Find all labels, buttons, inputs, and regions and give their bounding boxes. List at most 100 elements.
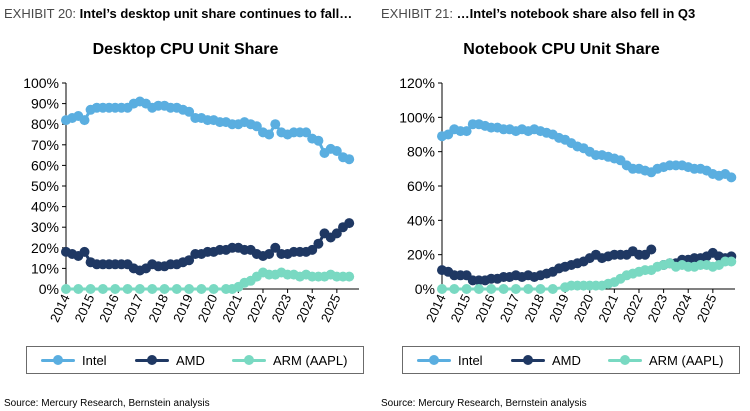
arm-aapl-data-point <box>97 284 108 294</box>
y-tick-label: 60% <box>31 157 59 173</box>
x-tick-label: 2015 <box>72 292 98 325</box>
arm-aapl-data-point <box>473 284 484 294</box>
x-tick-label: 2018 <box>521 292 547 325</box>
intel-data-point <box>270 119 281 130</box>
arm-aapl-data-point <box>61 284 71 294</box>
intel-data-point <box>331 146 342 156</box>
exhibit-number: EXHIBIT 21: <box>381 6 454 21</box>
arm-aapl-data-point <box>510 284 521 294</box>
source-note: Source: Mercury Research, Bernstein anal… <box>381 398 587 409</box>
y-tick-label: 40% <box>31 199 59 215</box>
arm-aapl-data-point <box>110 284 121 294</box>
y-tick-label: 90% <box>31 96 59 112</box>
arm-aapl-data-point <box>523 284 534 294</box>
amd-series-swatch <box>135 353 169 367</box>
legend-label: ARM (AAPL) <box>649 352 724 368</box>
intel-data-point <box>344 154 355 165</box>
y-tick-label: 70% <box>31 137 59 153</box>
legend-item-arm: ARM (AAPL) <box>232 347 347 373</box>
intel-data-point <box>79 115 90 126</box>
y-tick-label: 40% <box>407 212 435 228</box>
arm-aapl-data-point <box>85 284 96 294</box>
legend-item-amd: AMD <box>135 347 205 373</box>
legend-item-amd: AMD <box>511 347 581 373</box>
legend-label: ARM (AAPL) <box>273 352 348 368</box>
arm-aapl-data-point <box>184 284 195 294</box>
exhibit-20-heading: EXHIBIT 20: Intel’s desktop unit share c… <box>4 6 352 21</box>
intel-data-point <box>461 126 472 137</box>
arm-series-swatch <box>608 353 642 367</box>
desktop-share-plot: 0%10%20%30%40%50%60%70%80%90%100%2014201… <box>23 75 359 325</box>
x-tick-label: 2022 <box>244 292 270 325</box>
exhibit-number: EXHIBIT 20: <box>4 6 77 21</box>
exhibit-21-heading: EXHIBIT 21: …Intel’s notebook share also… <box>381 6 695 21</box>
legend-item-intel: Intel <box>41 347 107 373</box>
x-tick-label: 2015 <box>448 292 474 325</box>
x-tick-label: 2017 <box>121 292 147 325</box>
x-tick-label: 2025 <box>318 292 344 325</box>
arm-aapl-data-point <box>159 284 170 294</box>
y-tick-label: 80% <box>31 116 59 132</box>
arm-aapl-data-point <box>498 284 509 294</box>
amd-data-point <box>79 246 90 257</box>
arm-aapl-data-point <box>726 256 737 267</box>
y-tick-label: 100% <box>399 109 435 125</box>
legend-label: AMD <box>552 352 581 368</box>
x-tick-label: 2021 <box>595 292 621 325</box>
intel-series-swatch <box>41 353 75 367</box>
arm-aapl-data-point <box>208 284 219 294</box>
x-tick-label: 2021 <box>219 292 245 325</box>
y-tick-label: 0% <box>39 281 59 297</box>
amd-data-point <box>307 244 318 255</box>
x-tick-label: 2020 <box>195 292 221 325</box>
arm-aapl-data-point <box>547 284 558 294</box>
x-tick-label: 2019 <box>546 292 572 325</box>
x-tick-label: 2025 <box>694 292 720 325</box>
chart-title: Desktop CPU Unit Share <box>92 41 279 58</box>
chart-title: Notebook CPU Unit Share <box>463 41 660 58</box>
x-tick-label: 2018 <box>145 292 171 325</box>
x-tick-label: 2023 <box>644 292 670 325</box>
arm-aapl-data-point <box>122 284 133 294</box>
arm-aapl-data-point <box>147 284 158 294</box>
source-note: Source: Mercury Research, Bernstein anal… <box>4 398 210 409</box>
y-tick-label: 20% <box>31 240 59 256</box>
x-tick-label: 2019 <box>170 292 196 325</box>
x-tick-label: 2017 <box>497 292 523 325</box>
amd-data-point <box>270 242 281 253</box>
chart-legend: Intel AMD ARM (AAPL) <box>402 346 740 374</box>
x-tick-label: 2022 <box>620 292 646 325</box>
x-tick-label: 2020 <box>571 292 597 325</box>
arm-series-swatch <box>232 353 266 367</box>
x-tick-label: 2024 <box>669 292 695 325</box>
amd-data-point <box>313 238 324 249</box>
amd-data-point <box>264 249 275 259</box>
legend-label: AMD <box>176 352 205 368</box>
amd-data-point <box>331 228 342 239</box>
y-tick-label: 10% <box>31 260 59 276</box>
amd-data-point <box>344 218 355 229</box>
intel-data-point <box>313 135 324 146</box>
amd-series-swatch <box>511 353 545 367</box>
intel-data-point <box>264 129 275 140</box>
intel-data-point <box>726 172 737 183</box>
y-tick-label: 80% <box>407 144 435 160</box>
notebook-share-chart: Notebook CPU Unit Share 0% 20% 40% 60% 80% 10… <box>380 31 743 386</box>
y-tick-label: 60% <box>407 178 435 194</box>
desktop-share-chart: Desktop CPU Unit Share 0% 10% 20% 30% 40% 50%… <box>4 31 367 386</box>
x-tick-label: 2023 <box>268 292 294 325</box>
legend-item-arm: ARM (AAPL) <box>608 347 723 373</box>
y-tick-label: 0% <box>415 281 435 297</box>
y-tick-label: 20% <box>407 247 435 263</box>
x-tick-label: 2016 <box>96 292 122 325</box>
arm-aapl-data-point <box>134 284 145 294</box>
chart-legend: Intel AMD ARM (AAPL) <box>26 346 364 374</box>
amd-data-point <box>646 244 657 255</box>
legend-label: Intel <box>458 352 483 368</box>
x-tick-label: 2016 <box>472 292 498 325</box>
arm-aapl-data-point <box>449 284 460 294</box>
legend-item-intel: Intel <box>417 347 483 373</box>
arm-aapl-data-point <box>344 271 355 282</box>
intel-data-point <box>301 127 312 138</box>
arm-aapl-data-point <box>437 284 447 294</box>
